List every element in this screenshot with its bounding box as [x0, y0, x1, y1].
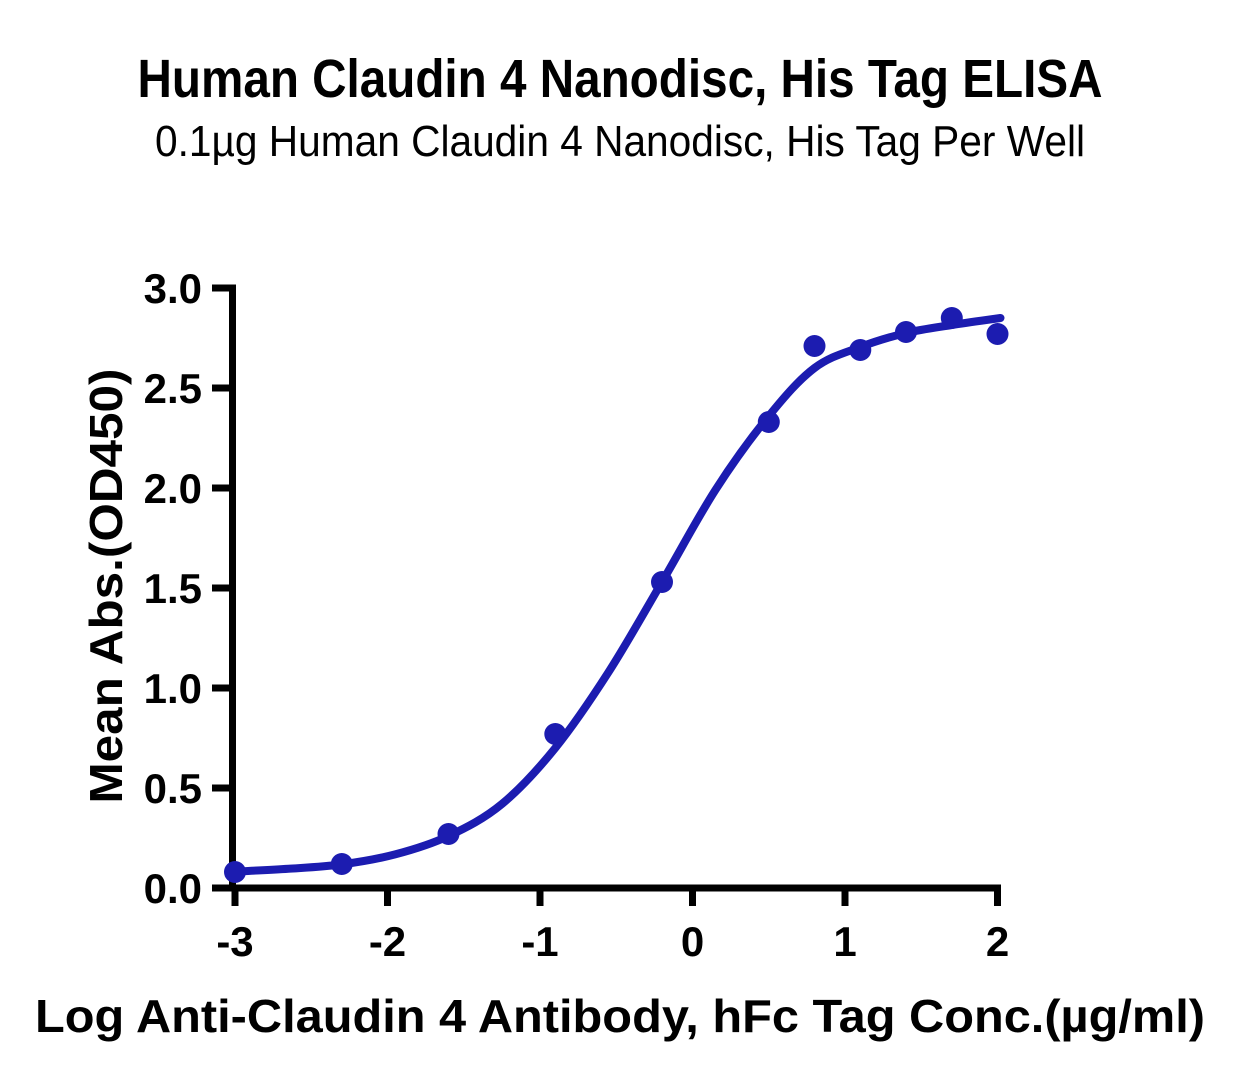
axes: 0.0 0.5 1.0 1.5 2.0 2.5 3.0 -3 -2 -1 0 1 2	[144, 265, 1010, 965]
data-point	[651, 571, 673, 593]
data-point	[224, 861, 246, 883]
y-tick-label: 3.0	[144, 265, 202, 312]
y-tick-label: 1.0	[144, 665, 202, 712]
data-point	[330, 853, 353, 875]
y-tick-label: 1.5	[144, 565, 202, 612]
data-point	[437, 823, 460, 845]
x-axis-label: Log Anti-Claudin 4 Antibody, hFc Tag Con…	[35, 990, 1205, 1042]
data-point	[940, 307, 963, 329]
data-point	[757, 411, 780, 433]
data-points	[224, 307, 1009, 883]
chart-title: Human Claudin 4 Nanodisc, His Tag ELISA	[138, 49, 1103, 109]
data-point	[895, 321, 917, 343]
y-tick-label: 2.5	[144, 365, 202, 412]
y-tick-label: 0.5	[144, 765, 202, 812]
fit-curve-line	[231, 314, 1005, 876]
x-tick-label: -2	[369, 918, 406, 965]
y-tick-label: 0.0	[144, 865, 202, 912]
x-tick-label: 0	[681, 918, 704, 965]
data-point	[986, 323, 1009, 345]
x-tick-label: -3	[216, 918, 253, 965]
y-axis-label: Mean Abs.(OD450)	[80, 368, 132, 803]
data-point	[544, 723, 567, 745]
y-tick-label: 2.0	[144, 465, 202, 512]
x-tick-label: -1	[521, 918, 558, 965]
x-tick-label: 2	[986, 918, 1009, 965]
x-tick-label: 1	[833, 918, 856, 965]
data-point	[849, 339, 872, 361]
data-point	[803, 335, 826, 357]
chart-subtitle: 0.1µg Human Claudin 4 Nanodisc, His Tag …	[155, 117, 1085, 166]
